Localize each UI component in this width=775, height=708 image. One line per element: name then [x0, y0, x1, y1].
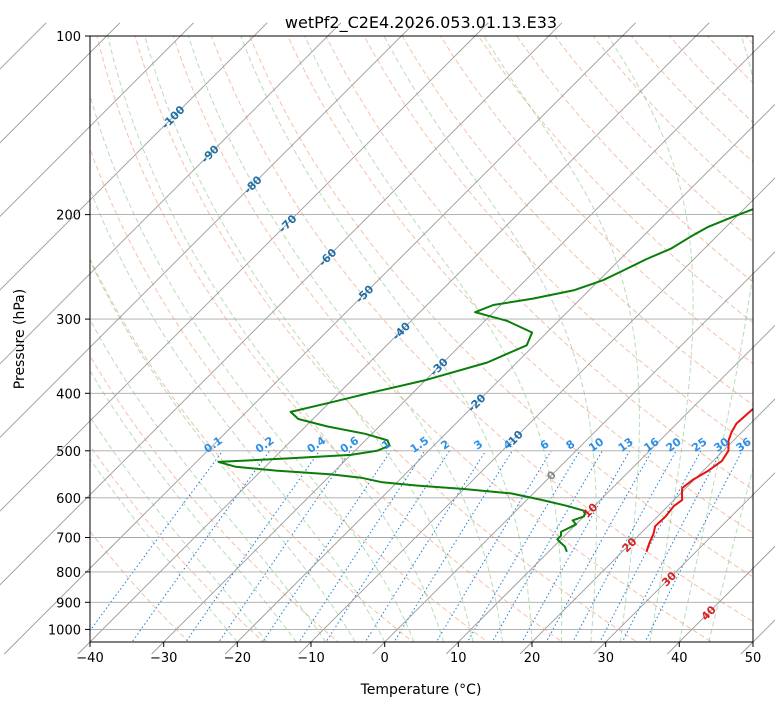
- x-tick-label: −10: [297, 651, 324, 666]
- isotherm-line: [519, 398, 775, 655]
- moist-adiabat: [188, 36, 503, 642]
- x-tick-label: −30: [150, 651, 177, 666]
- isotherm-line: [3, 22, 636, 655]
- y-tick-label: 400: [56, 387, 81, 402]
- y-tick-label: 700: [56, 532, 81, 547]
- moist-adiabat: [90, 318, 327, 642]
- x-tick-label: 40: [671, 651, 688, 666]
- dry-adiabat: [249, 36, 753, 578]
- dry-adiabat: [90, 147, 489, 642]
- y-tick-label: 100: [56, 30, 81, 45]
- moist-adiabat: [708, 466, 753, 642]
- y-tick-label: 900: [56, 596, 81, 611]
- isotherm-line: [224, 103, 775, 655]
- isotherm-line: [0, 22, 415, 438]
- moist-adiabat: [678, 36, 753, 642]
- moist-adiabat: [90, 259, 356, 642]
- dewpoint-line: [217, 208, 753, 553]
- temperature-line: [645, 407, 753, 553]
- y-tick-label: 800: [56, 566, 81, 581]
- moist-adiabat: [144, 36, 474, 642]
- chart-title: wetPf2_C2E4.2026.053.01.13.E33: [285, 13, 557, 33]
- y-tick-label: 200: [56, 209, 81, 224]
- moist-adiabat: [90, 415, 268, 642]
- isotherm-line: [151, 30, 775, 655]
- isotherm-line: [666, 545, 775, 655]
- dry-adiabat: [210, 36, 753, 623]
- isotherm-line: [77, 22, 710, 655]
- dry-adiabat: [592, 36, 753, 203]
- isotherm-line: [0, 22, 342, 365]
- dry-adiabat: [325, 36, 753, 491]
- moist-adiabat: [483, 36, 640, 642]
- x-tick-label: −40: [76, 651, 103, 666]
- y-tick-label: 300: [56, 313, 81, 328]
- dry-adiabat: [90, 354, 340, 642]
- plot-frame: [89, 35, 754, 643]
- isotherm-line: [0, 22, 489, 512]
- x-tick-label: 20: [524, 651, 541, 666]
- isotherm-line: [0, 22, 121, 144]
- x-axis-label: Temperature (°C): [360, 682, 482, 698]
- moist-adiabat: [304, 36, 563, 642]
- isotherm-line: [0, 22, 194, 218]
- dry-adiabat: [172, 36, 713, 642]
- dry-adiabat: [96, 36, 564, 642]
- dry-adiabat: [363, 36, 753, 448]
- moist-adiabat: [90, 188, 386, 642]
- x-tick-label: 0: [381, 651, 389, 666]
- isotherm-line: [445, 324, 775, 655]
- moist-adiabat: [383, 36, 597, 642]
- y-tick-label: 1000: [48, 623, 81, 638]
- x-tick-label: −20: [224, 651, 251, 666]
- dry-adiabat: [90, 257, 414, 642]
- moist-adiabat: [107, 36, 445, 642]
- isotherm-line: [593, 472, 775, 655]
- x-tick-label: 50: [745, 651, 762, 666]
- moist-adiabat: [90, 457, 238, 642]
- y-tick-label: 600: [56, 492, 81, 507]
- y-tick-label: 500: [56, 445, 81, 460]
- dry-adiabat: [401, 36, 753, 406]
- series-layer: [217, 208, 753, 553]
- y-axis-label: Pressure (hPa): [12, 289, 28, 389]
- isotherm-line: [0, 22, 563, 586]
- dry-adiabat: [439, 36, 753, 365]
- isotherm-line: [0, 22, 268, 291]
- isotherm-line: [372, 251, 775, 655]
- dry-adiabat: [287, 36, 753, 534]
- dry-adiabat: [134, 36, 638, 642]
- moist-adiabat: [607, 36, 694, 642]
- dry-adiabat: [554, 36, 753, 243]
- x-tick-label: 30: [597, 651, 614, 666]
- dry-adiabat: [630, 36, 753, 163]
- x-tick-label: 10: [450, 651, 467, 666]
- tick-layer: −40 −30 −20 −10 0 10 20 30 40 50 100 200 300 400 500 60…: [48, 30, 761, 666]
- isotherm-line: [298, 177, 775, 655]
- dry-adiabat: [477, 36, 753, 324]
- moist-adiabat: [240, 36, 533, 642]
